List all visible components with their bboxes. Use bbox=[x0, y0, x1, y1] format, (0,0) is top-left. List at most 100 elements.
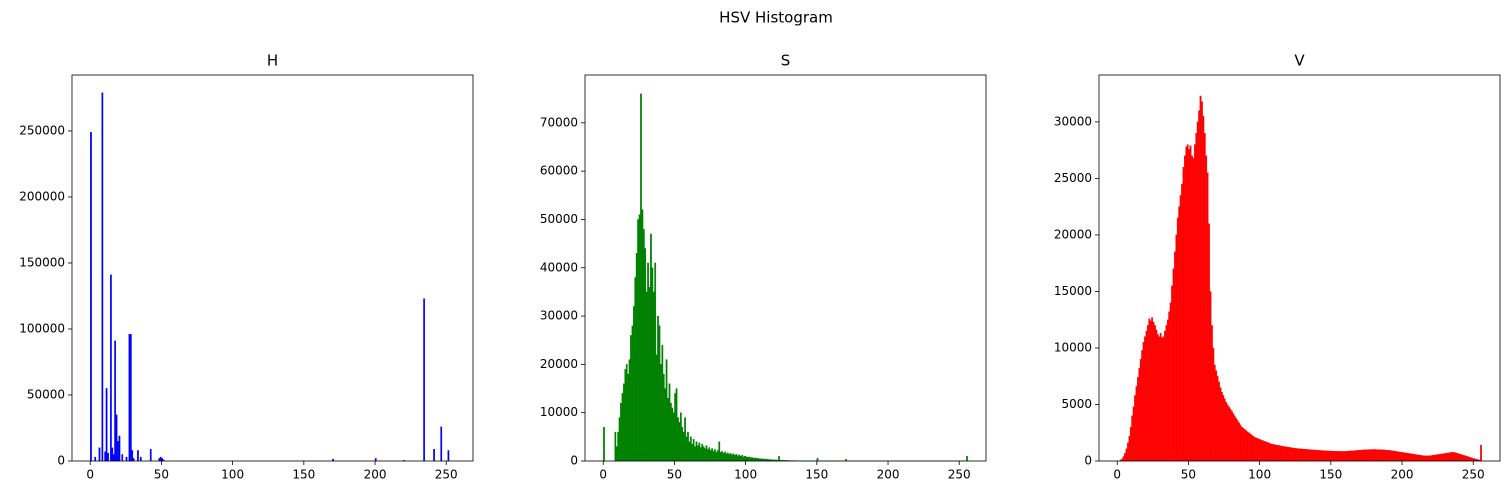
histogram-bar bbox=[104, 451, 107, 462]
x-tick-label: 100 bbox=[221, 468, 244, 482]
x-tick-label: 50 bbox=[154, 468, 169, 482]
histogram-bar bbox=[603, 427, 605, 462]
histogram-bar bbox=[1246, 431, 1249, 462]
histogram-bar bbox=[1164, 330, 1166, 462]
histogram-bar bbox=[1253, 437, 1256, 462]
histogram-bar bbox=[137, 450, 139, 462]
figure-title: HSV Histogram bbox=[719, 9, 833, 27]
histogram-bar bbox=[618, 417, 621, 462]
histogram-bar bbox=[1396, 451, 1398, 462]
histogram-bar bbox=[1302, 448, 1304, 462]
histogram-bar bbox=[647, 262, 649, 462]
histogram-bar bbox=[719, 452, 722, 462]
histogram-bar bbox=[1320, 450, 1323, 462]
histogram-bar bbox=[1196, 121, 1199, 462]
histogram-bar bbox=[1436, 454, 1438, 462]
histogram-bar bbox=[665, 359, 668, 462]
histogram-bar bbox=[1404, 452, 1407, 462]
y-tick-label: 25000 bbox=[1054, 171, 1092, 185]
y-tick-label: 5000 bbox=[1061, 397, 1092, 411]
y-tick-label: 10000 bbox=[540, 405, 578, 419]
histogram-bar bbox=[1255, 437, 1257, 462]
histogram-bar bbox=[816, 457, 819, 462]
histogram-bar bbox=[1128, 435, 1131, 462]
histogram-bar bbox=[1122, 456, 1125, 462]
histogram-bar bbox=[677, 417, 679, 462]
histogram-bar bbox=[1349, 450, 1351, 462]
histogram-bar bbox=[660, 364, 662, 462]
histogram-bar bbox=[654, 262, 657, 462]
histogram-bar bbox=[1206, 172, 1209, 462]
histogram-bar bbox=[1249, 433, 1252, 462]
histogram-bar bbox=[1276, 445, 1279, 462]
histogram-bar bbox=[1369, 449, 1371, 462]
histogram-bar bbox=[1426, 455, 1428, 462]
histogram-bar bbox=[1417, 454, 1420, 462]
histogram-bar bbox=[1293, 447, 1296, 462]
histogram-bar bbox=[1460, 454, 1462, 462]
histogram-bar bbox=[149, 448, 152, 462]
histogram-bar bbox=[1189, 145, 1192, 462]
histogram-bar bbox=[1132, 406, 1135, 462]
histogram-bar bbox=[1401, 452, 1404, 462]
histogram-bar bbox=[752, 457, 755, 462]
histogram-bar bbox=[725, 453, 728, 462]
histogram-bar bbox=[1260, 439, 1263, 462]
histogram-bar bbox=[1137, 377, 1139, 462]
histogram-bar bbox=[1148, 318, 1151, 462]
histogram-bar bbox=[1333, 451, 1336, 462]
histogram-bar bbox=[701, 443, 704, 462]
histogram-bar bbox=[694, 446, 696, 462]
histogram-bar bbox=[1406, 452, 1408, 462]
histogram-bar bbox=[741, 455, 743, 462]
axes-title: S bbox=[781, 52, 791, 70]
histogram-bar bbox=[1370, 449, 1373, 462]
histogram-bar bbox=[1191, 155, 1193, 462]
histogram-bar bbox=[1242, 428, 1245, 462]
histogram-bar bbox=[110, 274, 112, 462]
histogram-bar bbox=[715, 452, 718, 462]
histogram-bar bbox=[1468, 457, 1471, 462]
histogram-bar bbox=[1453, 452, 1455, 462]
histogram-bar bbox=[674, 393, 677, 462]
histogram-bar bbox=[1414, 454, 1417, 462]
histogram-bar bbox=[634, 277, 637, 462]
histogram-bar bbox=[128, 334, 131, 462]
histogram-bar bbox=[1252, 435, 1255, 462]
histogram-bar bbox=[718, 441, 721, 462]
histogram-bar bbox=[630, 335, 632, 462]
histogram-bar bbox=[657, 315, 659, 462]
histogram-bar bbox=[744, 456, 746, 462]
axes-frame bbox=[71, 74, 474, 462]
histogram-bar bbox=[751, 457, 753, 462]
histogram-bar bbox=[1279, 445, 1282, 462]
histogram-bar bbox=[1303, 448, 1306, 462]
histogram-bar bbox=[756, 457, 759, 462]
histogram-bar bbox=[691, 443, 694, 462]
x-tick-label: 0 bbox=[86, 468, 94, 482]
histogram-bar bbox=[447, 450, 450, 462]
histogram-bar bbox=[121, 454, 124, 462]
histogram-bar bbox=[1156, 334, 1159, 462]
histogram-bar bbox=[107, 452, 109, 462]
histogram-bar bbox=[1245, 430, 1247, 462]
histogram-bar bbox=[1202, 116, 1205, 462]
histogram-bar bbox=[1213, 364, 1216, 462]
x-tick-label: 0 bbox=[599, 468, 607, 482]
histogram-bar bbox=[98, 447, 101, 462]
histogram-bar bbox=[1211, 325, 1213, 462]
histogram-bar bbox=[746, 456, 749, 462]
histogram-bar bbox=[641, 209, 644, 462]
histogram-bar bbox=[1216, 376, 1219, 462]
histogram-bar bbox=[1447, 452, 1450, 462]
histogram-bar bbox=[687, 431, 689, 462]
axes-title: V bbox=[1294, 52, 1305, 70]
histogram-bar bbox=[1399, 451, 1401, 462]
histogram-bar bbox=[1386, 449, 1388, 462]
histogram-bar bbox=[1174, 251, 1176, 462]
x-tick-label: 200 bbox=[364, 468, 387, 482]
histogram-bar bbox=[1312, 449, 1314, 462]
histogram-bar bbox=[1215, 370, 1218, 462]
histogram-bar bbox=[678, 422, 681, 462]
histogram-bar bbox=[637, 219, 639, 462]
